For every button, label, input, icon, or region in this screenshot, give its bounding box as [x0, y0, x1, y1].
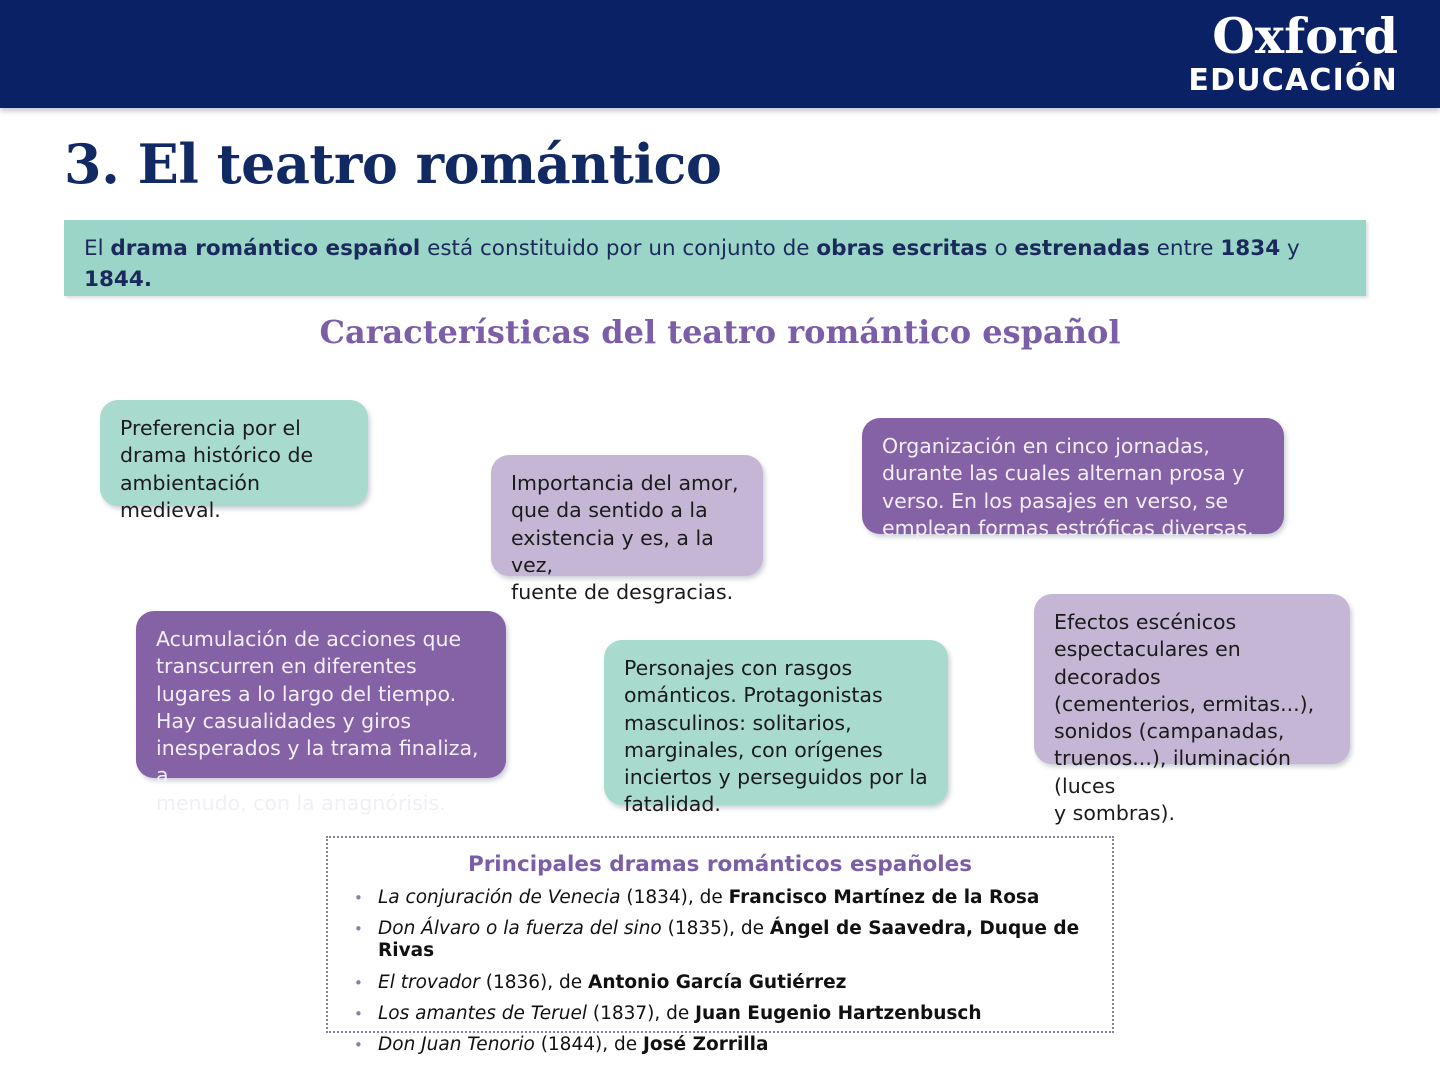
- drama-author: Antonio García Gutiérrez: [588, 971, 847, 993]
- bullet-icon: •: [354, 920, 363, 939]
- drama-connector: de: [693, 887, 729, 908]
- intro-segment: 1834: [1220, 236, 1281, 261]
- drama-year: (1834),: [620, 887, 694, 908]
- feature-box-personajes: Personajes con rasgos ománticos. Protago…: [604, 640, 948, 816]
- drama-year: (1836),: [479, 971, 554, 993]
- drama-year: (1835),: [661, 918, 736, 940]
- drama-work-title: La conjuración de Venecia: [378, 887, 621, 908]
- drama-item-text: Don Juan Tenorio (1844), de José Zorrill…: [378, 1034, 768, 1056]
- intro-banner: El drama romántico español está constitu…: [64, 220, 1366, 296]
- feature-box-jornadas: Organización en cinco jornadas, durante …: [862, 418, 1284, 540]
- intro-segment: obras escritas: [816, 236, 988, 261]
- intro-segment: El: [84, 236, 111, 261]
- feature-box-drama-historico: Preferencia por el drama histórico de am…: [100, 400, 368, 522]
- drama-author: Juan Eugenio Hartzenbusch: [695, 1002, 982, 1024]
- drama-item-text: Don Álvaro o la fuerza del sino (1835), …: [378, 918, 1098, 962]
- drama-item-text: El trovador (1836), de Antonio García Gu…: [378, 972, 846, 994]
- drama-connector: de: [735, 918, 770, 940]
- drama-list-item: • Don Juan Tenorio (1844), de José Zorril…: [342, 1034, 1098, 1056]
- drama-work-title: Don Álvaro o la fuerza del sino: [378, 918, 662, 940]
- dramas-list-title: Principales dramas románticos españoles: [467, 852, 973, 877]
- intro-segment: o: [987, 236, 1015, 261]
- drama-connector: de: [553, 971, 589, 993]
- drama-connector: de: [608, 1033, 643, 1055]
- page-title: 3. El teatro romántico: [64, 132, 722, 196]
- feature-box-acciones: Acumulación de acciones que transcurren …: [136, 611, 506, 815]
- principales-dramas-box: Principales dramas románticos españoles …: [326, 836, 1114, 1055]
- drama-author: Ángel de Saavedra, Duque de Rivas: [378, 918, 1080, 962]
- drama-item-text: La conjuración de Venecia (1834), de Fra…: [378, 887, 1039, 909]
- drama-item-text: Los amantes de Teruel (1837), de Juan Eu…: [378, 1003, 982, 1025]
- drama-work-title: Don Juan Tenorio: [378, 1033, 535, 1055]
- bullet-icon: •: [354, 1004, 363, 1023]
- drama-year: (1844),: [534, 1033, 609, 1055]
- intro-segment: estrenadas: [1014, 236, 1150, 261]
- feature-box-amor: Importancia del amor, que da sentido a l…: [491, 455, 763, 604]
- bullet-icon: •: [354, 973, 363, 992]
- dramas-list: • La conjuración de Venecia (1834), de Fr…: [342, 887, 1098, 1056]
- bullet-icon: •: [354, 889, 363, 907]
- feature-box-efectos-escenicos: Efectos escénicos espectaculares en deco…: [1034, 594, 1350, 825]
- intro-segment: 1844.: [84, 266, 153, 292]
- intro-segment: entre: [1149, 236, 1221, 261]
- intro-segment: está constituido por un conjunto de: [420, 236, 817, 261]
- oxford-educacion-logo: Oxford EDUCACIÓN: [1188, 12, 1398, 96]
- drama-work-title: Los amantes de Teruel: [378, 1002, 587, 1024]
- drama-list-item: • Los amantes de Teruel (1837), de Juan E…: [342, 1003, 1098, 1025]
- drama-list-item: • El trovador (1836), de Antonio García G…: [342, 972, 1098, 994]
- drama-list-item: • La conjuración de Venecia (1834), de Fr…: [342, 887, 1098, 909]
- drama-year: (1837),: [586, 1002, 661, 1024]
- logo-oxford-text: Oxford: [1212, 7, 1398, 65]
- drama-work-title: El trovador: [378, 971, 480, 993]
- header-bar: Oxford EDUCACIÓN: [0, 0, 1440, 108]
- drama-author: Francisco Martínez de la Rosa: [728, 887, 1040, 908]
- intro-segment: y: [1280, 236, 1300, 261]
- intro-segment: drama romántico español: [110, 236, 421, 261]
- logo-educacion-text: EDUCACIÓN: [1188, 63, 1398, 98]
- drama-list-item: • Don Álvaro o la fuerza del sino (1835),…: [342, 918, 1098, 962]
- drama-author: José Zorrilla: [642, 1033, 769, 1055]
- section-heading: Características del teatro romántico esp…: [319, 313, 1121, 351]
- bullet-icon: •: [354, 1035, 363, 1054]
- drama-connector: de: [660, 1002, 696, 1024]
